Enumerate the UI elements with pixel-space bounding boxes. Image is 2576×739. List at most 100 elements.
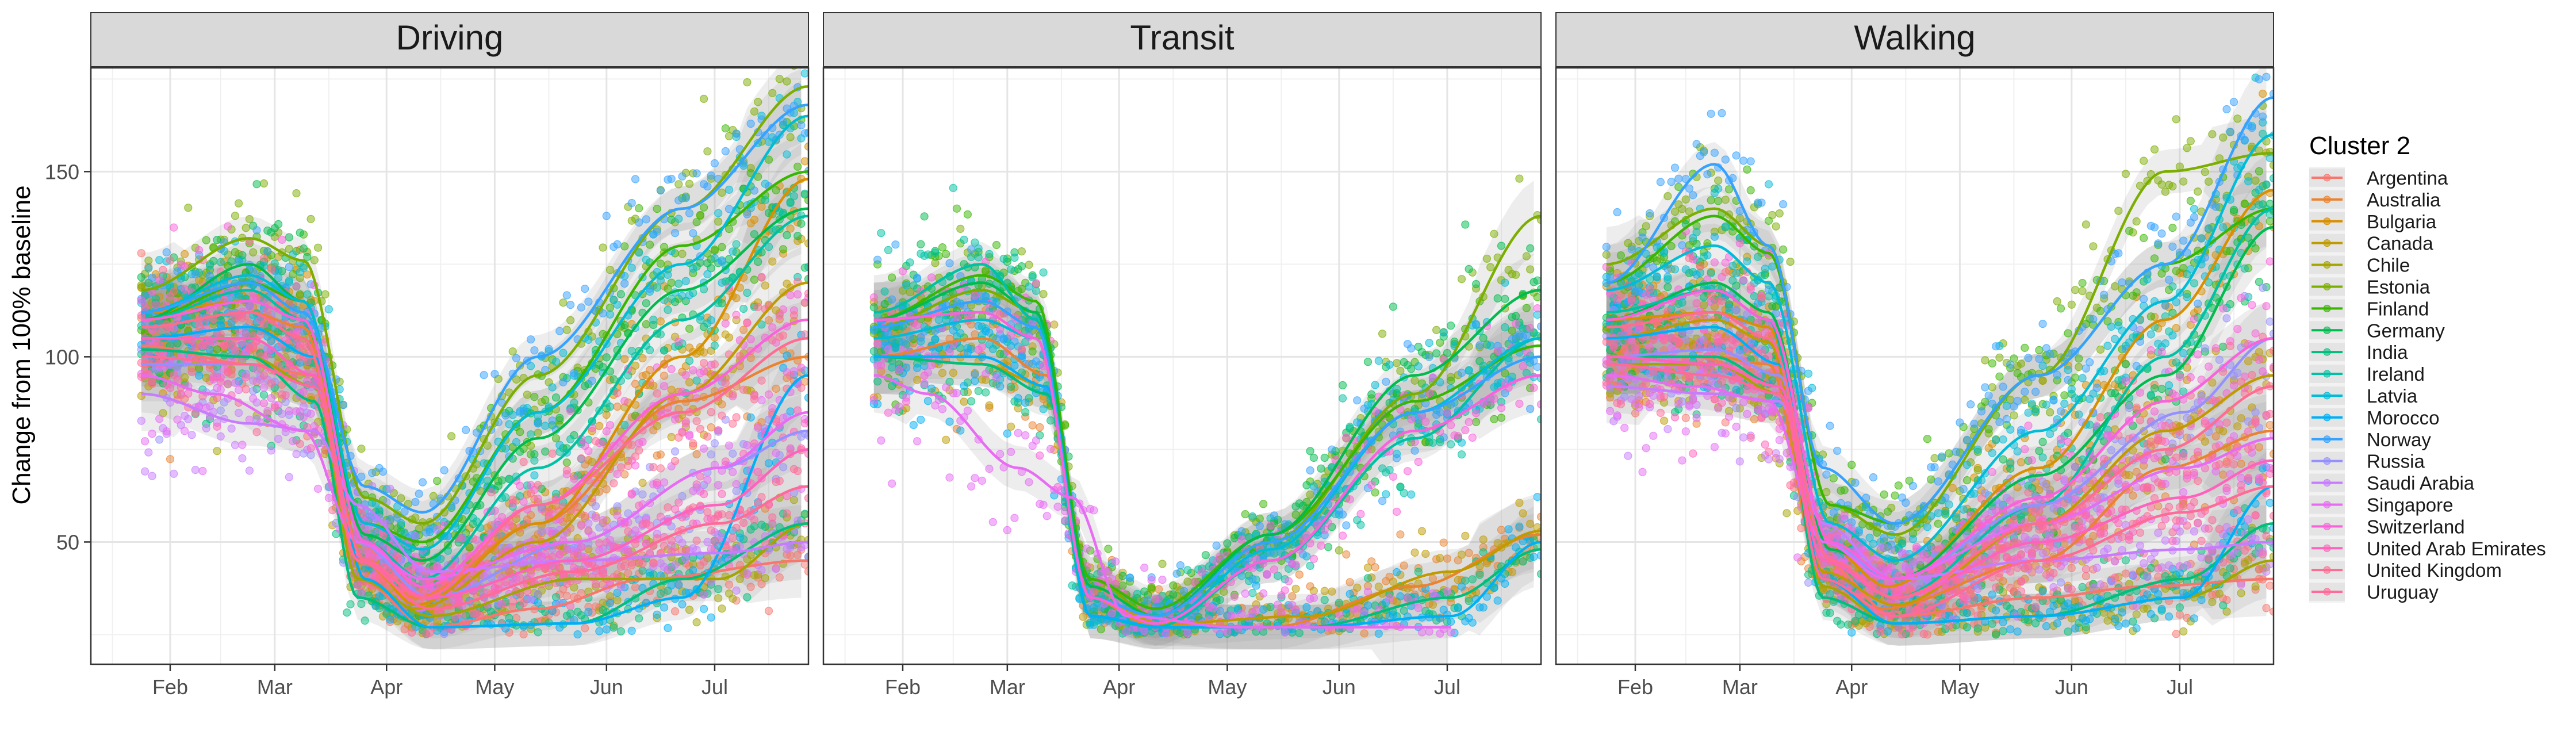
data-point: [718, 490, 726, 497]
data-point: [1105, 545, 1112, 553]
data-point: [502, 445, 509, 453]
data-point: [635, 447, 643, 454]
data-point: [646, 346, 654, 354]
data-point: [1498, 414, 1505, 422]
data-point: [678, 539, 686, 547]
data-point: [293, 190, 300, 197]
data-point: [672, 416, 679, 423]
data-point: [939, 244, 946, 251]
data-point: [700, 95, 708, 102]
data-point: [642, 300, 650, 307]
data-point: [156, 277, 163, 284]
data-point: [1079, 613, 1087, 621]
data-point: [672, 448, 679, 455]
data-point: [715, 585, 722, 593]
data-point: [689, 229, 697, 237]
data-point: [718, 605, 726, 612]
data-point: [888, 274, 896, 281]
data-point: [293, 450, 300, 458]
data-point: [661, 542, 668, 550]
data-point: [1267, 603, 1274, 611]
data-point: [1379, 330, 1386, 338]
data-point: [921, 213, 928, 220]
data-point: [870, 304, 877, 311]
data-point: [1310, 587, 1317, 595]
data-point: [783, 78, 791, 85]
data-point: [559, 299, 567, 307]
data-point: [239, 455, 246, 462]
data-point: [733, 240, 740, 248]
data-point: [538, 506, 545, 513]
data-point: [733, 481, 740, 488]
data-point: [246, 303, 253, 311]
data-point: [260, 400, 268, 407]
data-point: [624, 569, 632, 577]
data-point: [715, 209, 722, 217]
data-point: [434, 526, 441, 534]
data-point: [217, 258, 224, 266]
data-point: [700, 491, 708, 498]
data-point: [787, 200, 794, 207]
data-point: [509, 496, 516, 503]
data-point: [567, 435, 574, 443]
data-point: [718, 279, 726, 286]
data-point: [1443, 555, 1451, 562]
data-point: [1133, 590, 1141, 598]
data-point: [195, 372, 203, 380]
data-point: [1364, 564, 1372, 572]
data-point: [750, 276, 758, 284]
data-point: [1295, 571, 1303, 579]
data-point: [1141, 588, 1148, 595]
data-point: [267, 395, 275, 402]
data-point: [790, 193, 798, 200]
data-point: [707, 316, 715, 324]
data-point: [794, 290, 802, 298]
data-point: [949, 369, 957, 377]
data-point: [1033, 287, 1040, 294]
data-point: [559, 349, 567, 357]
data-point: [1007, 266, 1015, 273]
data-point: [1260, 500, 1267, 508]
data-point: [1476, 571, 1483, 579]
data-point: [761, 575, 769, 582]
data-point: [1346, 579, 1354, 586]
data-point: [148, 430, 156, 438]
data-point: [300, 265, 308, 272]
data-point: [1519, 510, 1527, 517]
data-point: [235, 409, 243, 417]
data-point: [502, 493, 509, 501]
data-point: [650, 559, 657, 566]
data-point: [801, 420, 808, 427]
data-point: [1170, 582, 1177, 589]
x-tick-label: Mar: [257, 675, 293, 699]
data-point: [750, 396, 758, 403]
data-point: [1393, 385, 1401, 393]
data-point: [668, 365, 675, 373]
data-point: [239, 339, 246, 346]
data-point: [491, 370, 499, 378]
data-point: [682, 194, 689, 202]
data-point: [549, 384, 556, 391]
data-point: [358, 588, 365, 596]
data-point: [780, 246, 787, 253]
data-point: [750, 187, 758, 194]
data-point: [914, 376, 921, 384]
data-point: [1295, 629, 1303, 637]
data-point: [621, 243, 628, 250]
data-point: [614, 596, 621, 604]
data-point: [794, 163, 802, 170]
data-point: [1325, 543, 1332, 551]
data-point: [217, 331, 224, 338]
data-point: [264, 247, 271, 255]
data-point: [614, 389, 621, 397]
data-point: [798, 121, 805, 129]
data-point: [188, 431, 195, 439]
data-point: [801, 129, 808, 137]
data-point: [1440, 539, 1447, 546]
data-point: [743, 79, 751, 86]
data-point: [527, 431, 535, 438]
data-point: [614, 503, 621, 510]
data-point: [942, 436, 950, 443]
data-point: [415, 569, 423, 577]
